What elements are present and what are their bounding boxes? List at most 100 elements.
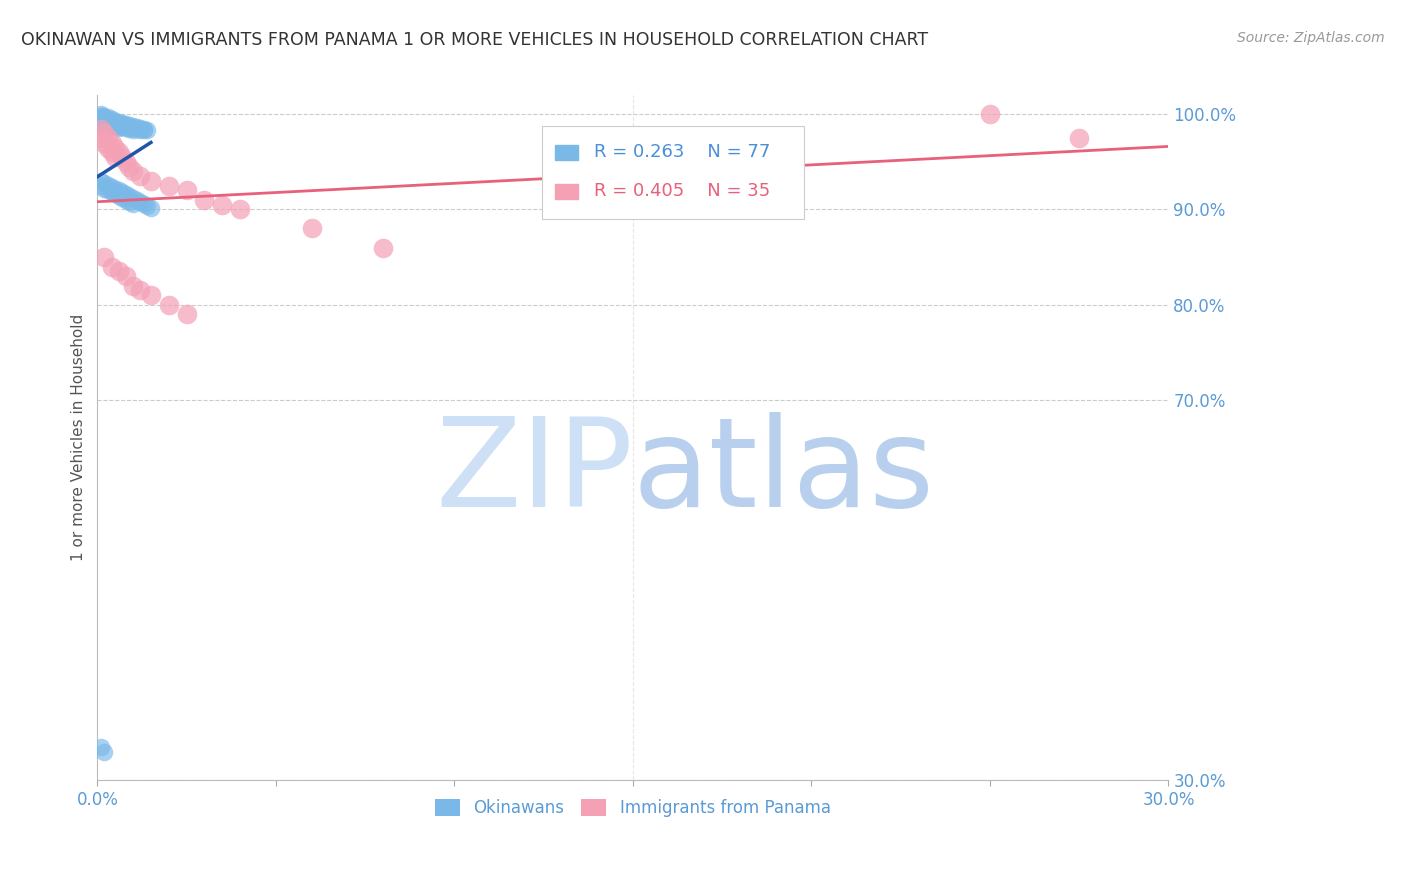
- Point: [93, 136, 115, 150]
- Point: [104, 181, 127, 195]
- Point: [104, 120, 127, 134]
- Point: [125, 193, 148, 207]
- Point: [229, 202, 252, 217]
- Point: [104, 114, 127, 128]
- Point: [90, 113, 112, 128]
- Point: [115, 154, 138, 169]
- Point: [136, 199, 159, 213]
- Point: [132, 123, 155, 137]
- Point: [97, 114, 120, 128]
- Point: [115, 120, 138, 135]
- Point: [93, 118, 115, 132]
- Point: [122, 119, 145, 133]
- Point: [129, 169, 152, 183]
- Point: [97, 178, 120, 192]
- Point: [115, 268, 138, 283]
- Point: [97, 183, 120, 197]
- Point: [111, 186, 134, 200]
- Point: [97, 140, 120, 154]
- Point: [91, 109, 114, 123]
- Point: [90, 178, 112, 193]
- Point: [139, 201, 162, 215]
- Point: [176, 307, 198, 321]
- Point: [90, 107, 112, 121]
- Point: [100, 112, 122, 126]
- Point: [104, 150, 127, 164]
- Point: [90, 121, 112, 136]
- Point: [100, 260, 122, 274]
- Point: [107, 119, 129, 133]
- Point: [97, 120, 120, 134]
- Point: [111, 120, 134, 134]
- Point: [129, 283, 152, 297]
- Point: [100, 116, 122, 130]
- Text: ZIP: ZIP: [434, 411, 633, 533]
- Text: Source: ZipAtlas.com: Source: ZipAtlas.com: [1237, 31, 1385, 45]
- Point: [122, 196, 145, 211]
- Point: [100, 186, 122, 200]
- Point: [93, 126, 115, 140]
- Point: [118, 160, 141, 174]
- Point: [129, 122, 152, 136]
- Point: [115, 119, 138, 133]
- Point: [371, 240, 394, 254]
- Text: atlas: atlas: [633, 411, 935, 533]
- Point: [97, 116, 120, 130]
- Point: [100, 136, 122, 150]
- Point: [104, 187, 127, 202]
- Point: [107, 145, 129, 160]
- Point: [93, 250, 115, 264]
- Point: [100, 114, 122, 128]
- Point: [122, 191, 145, 205]
- Point: [104, 140, 127, 154]
- Point: [122, 120, 145, 135]
- Point: [125, 121, 148, 136]
- Point: [132, 121, 155, 136]
- Point: [301, 221, 323, 235]
- Point: [118, 194, 141, 209]
- Point: [115, 187, 138, 202]
- Point: [157, 178, 180, 193]
- Point: [118, 121, 141, 136]
- Point: [100, 120, 122, 134]
- Point: [125, 120, 148, 134]
- Point: [93, 116, 115, 130]
- FancyBboxPatch shape: [555, 145, 578, 160]
- Point: [111, 191, 134, 205]
- Point: [93, 110, 115, 124]
- Point: [107, 115, 129, 129]
- Point: [118, 189, 141, 203]
- Point: [122, 164, 145, 178]
- Point: [132, 196, 155, 211]
- Text: R = 0.263    N = 77: R = 0.263 N = 77: [595, 143, 770, 161]
- Point: [90, 115, 112, 129]
- Point: [93, 114, 115, 128]
- Legend: Okinawans, Immigrants from Panama: Okinawans, Immigrants from Panama: [429, 792, 837, 823]
- Point: [129, 120, 152, 135]
- Point: [93, 176, 115, 190]
- Point: [93, 112, 115, 126]
- Text: OKINAWAN VS IMMIGRANTS FROM PANAMA 1 OR MORE VEHICLES IN HOUSEHOLD CORRELATION C: OKINAWAN VS IMMIGRANTS FROM PANAMA 1 OR …: [21, 31, 928, 49]
- Point: [97, 131, 120, 145]
- Point: [118, 120, 141, 134]
- Point: [107, 264, 129, 278]
- Point: [107, 120, 129, 135]
- Point: [211, 197, 233, 211]
- Point: [129, 194, 152, 209]
- Point: [136, 122, 159, 136]
- Point: [90, 109, 112, 123]
- Point: [122, 122, 145, 136]
- Point: [979, 107, 1001, 121]
- Point: [90, 111, 112, 125]
- Point: [100, 145, 122, 160]
- Point: [139, 288, 162, 302]
- Point: [97, 110, 120, 124]
- Point: [139, 174, 162, 188]
- FancyBboxPatch shape: [541, 126, 804, 219]
- Point: [107, 189, 129, 203]
- Point: [93, 745, 115, 759]
- Point: [100, 118, 122, 132]
- Point: [90, 131, 112, 145]
- Point: [176, 183, 198, 197]
- Point: [122, 278, 145, 293]
